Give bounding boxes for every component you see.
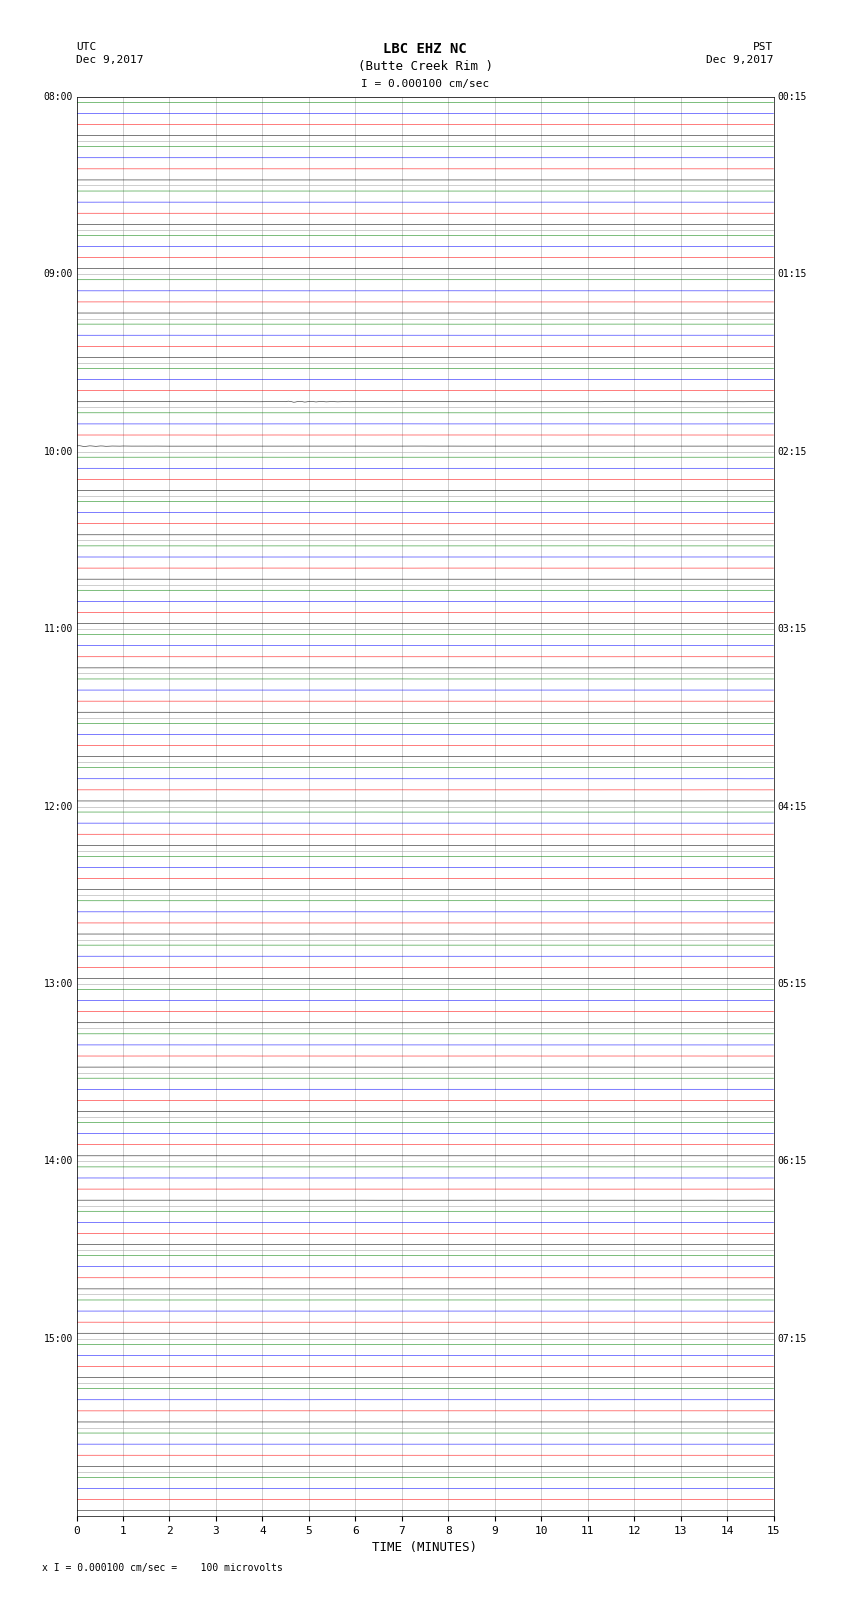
Text: 07:15: 07:15 xyxy=(777,1334,807,1344)
Text: I = 0.000100 cm/sec: I = 0.000100 cm/sec xyxy=(361,79,489,89)
Text: 05:15: 05:15 xyxy=(777,979,807,989)
Text: 03:15: 03:15 xyxy=(777,624,807,634)
Text: (Butte Creek Rim ): (Butte Creek Rim ) xyxy=(358,60,492,73)
Text: UTC: UTC xyxy=(76,42,97,52)
Text: 15:00: 15:00 xyxy=(43,1334,73,1344)
Text: 08:00: 08:00 xyxy=(43,92,73,102)
Text: PST: PST xyxy=(753,42,774,52)
Text: 06:15: 06:15 xyxy=(777,1157,807,1166)
Text: 04:15: 04:15 xyxy=(777,802,807,811)
Text: 00:15: 00:15 xyxy=(777,92,807,102)
Text: 13:00: 13:00 xyxy=(43,979,73,989)
Text: 02:15: 02:15 xyxy=(777,447,807,456)
Text: 01:15: 01:15 xyxy=(777,269,807,279)
Text: LBC EHZ NC: LBC EHZ NC xyxy=(383,42,467,56)
Text: 14:00: 14:00 xyxy=(43,1157,73,1166)
Text: 11:00: 11:00 xyxy=(43,624,73,634)
Text: Dec 9,2017: Dec 9,2017 xyxy=(706,55,774,65)
Text: 10:00: 10:00 xyxy=(43,447,73,456)
Text: 12:00: 12:00 xyxy=(43,802,73,811)
Text: Dec 9,2017: Dec 9,2017 xyxy=(76,55,144,65)
Text: 09:00: 09:00 xyxy=(43,269,73,279)
X-axis label: TIME (MINUTES): TIME (MINUTES) xyxy=(372,1542,478,1555)
Text: x I = 0.000100 cm/sec =    100 microvolts: x I = 0.000100 cm/sec = 100 microvolts xyxy=(42,1563,283,1573)
